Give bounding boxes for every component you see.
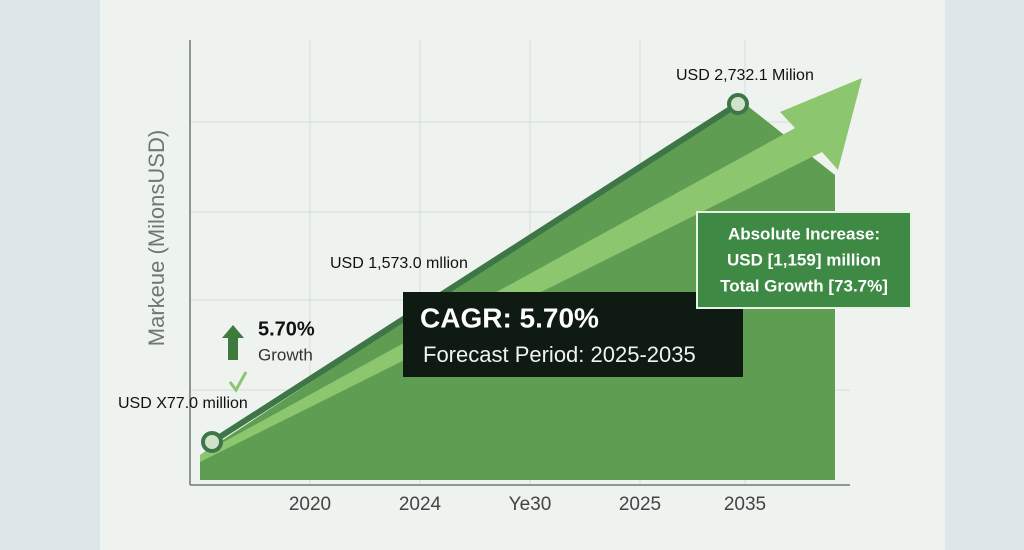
x-tick-label: 2035 <box>724 494 766 515</box>
check-mark <box>228 371 248 393</box>
increase-line: USD [1,159] million <box>727 250 881 269</box>
point <box>201 431 223 453</box>
cagr-subtitle: Forecast Period: 2025-2035 <box>423 342 696 367</box>
x-tick-label: 2024 <box>399 494 442 515</box>
growth-value: 5.70% <box>258 318 315 340</box>
growth-arrow <box>200 78 862 462</box>
annotation: USD 2,732.1 Milion <box>676 67 814 84</box>
cagr-box <box>403 292 743 377</box>
annotation: USD 1,573.0 mllion <box>330 255 468 272</box>
y-axis-label: Markeue (MilonsUSD) <box>144 130 169 346</box>
x-tick-label: Ye30 <box>509 494 552 515</box>
point <box>727 93 749 115</box>
increase-line: Absolute Increase: <box>728 224 880 243</box>
annotation: USD X77.0 million <box>118 395 248 412</box>
cagr-title: CAGR: 5.70% <box>420 302 599 333</box>
x-tick-label: 2020 <box>289 494 331 515</box>
up-arrow <box>222 325 244 360</box>
increase-box <box>696 211 912 309</box>
growth-text: Growth <box>258 345 313 364</box>
increase-line: Total Growth [73.7%] <box>720 276 888 295</box>
x-tick-label: 2025 <box>619 494 661 515</box>
trend-line <box>210 101 740 445</box>
